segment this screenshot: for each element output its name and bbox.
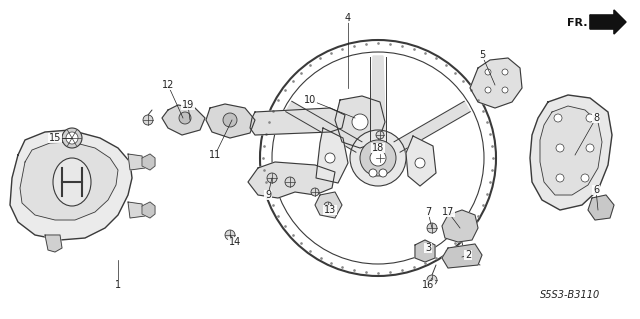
Polygon shape	[588, 195, 614, 220]
Polygon shape	[128, 202, 145, 218]
Circle shape	[586, 114, 594, 122]
Circle shape	[179, 112, 191, 124]
Text: 14: 14	[229, 237, 241, 247]
Circle shape	[502, 87, 508, 93]
Polygon shape	[248, 162, 335, 198]
Polygon shape	[590, 10, 626, 34]
Circle shape	[350, 130, 406, 186]
Polygon shape	[315, 192, 342, 218]
Polygon shape	[415, 240, 435, 262]
Polygon shape	[394, 101, 470, 152]
Circle shape	[311, 188, 319, 196]
Polygon shape	[316, 128, 348, 183]
Polygon shape	[142, 202, 155, 218]
Circle shape	[225, 230, 235, 240]
Circle shape	[415, 158, 425, 168]
Circle shape	[143, 115, 153, 125]
Circle shape	[370, 150, 386, 166]
Text: 1: 1	[115, 280, 121, 290]
Text: 8: 8	[593, 113, 599, 123]
Circle shape	[485, 69, 491, 75]
Circle shape	[376, 131, 384, 139]
Polygon shape	[162, 105, 205, 135]
Circle shape	[554, 114, 562, 122]
Circle shape	[285, 177, 295, 187]
Circle shape	[485, 87, 491, 93]
Polygon shape	[470, 58, 522, 108]
Polygon shape	[206, 104, 255, 138]
Text: FR.: FR.	[568, 18, 588, 28]
Circle shape	[223, 113, 237, 127]
Circle shape	[325, 153, 335, 163]
Circle shape	[556, 174, 564, 182]
Text: 19: 19	[182, 100, 194, 110]
Text: 6: 6	[593, 185, 599, 195]
Text: 18: 18	[372, 143, 384, 153]
Circle shape	[502, 69, 508, 75]
Text: 2: 2	[465, 250, 471, 260]
Text: 11: 11	[209, 150, 221, 160]
Circle shape	[267, 173, 277, 183]
Circle shape	[556, 144, 564, 152]
Circle shape	[66, 132, 78, 144]
Text: S5S3-B3110: S5S3-B3110	[540, 290, 600, 300]
Text: 13: 13	[324, 205, 336, 215]
Text: 15: 15	[49, 133, 61, 143]
Circle shape	[376, 154, 384, 162]
Text: 7: 7	[425, 207, 431, 217]
Polygon shape	[10, 130, 132, 240]
Circle shape	[62, 128, 82, 148]
Polygon shape	[442, 210, 478, 242]
Polygon shape	[250, 108, 345, 135]
Circle shape	[369, 169, 377, 177]
Text: 3: 3	[425, 243, 431, 253]
Text: 4: 4	[345, 13, 351, 23]
Polygon shape	[20, 142, 118, 220]
Text: 16: 16	[422, 280, 434, 290]
Circle shape	[352, 114, 368, 130]
Text: 5: 5	[479, 50, 485, 60]
Text: 17: 17	[442, 207, 454, 217]
Polygon shape	[128, 154, 145, 170]
Polygon shape	[540, 106, 602, 195]
Polygon shape	[45, 235, 62, 252]
Text: 10: 10	[304, 95, 316, 105]
Ellipse shape	[53, 158, 91, 206]
Polygon shape	[286, 101, 362, 152]
Circle shape	[586, 144, 594, 152]
Circle shape	[324, 202, 332, 210]
Text: 12: 12	[162, 80, 174, 90]
Polygon shape	[142, 154, 155, 170]
Polygon shape	[530, 95, 612, 210]
Circle shape	[360, 140, 396, 176]
Circle shape	[427, 223, 437, 233]
Circle shape	[581, 174, 589, 182]
Polygon shape	[370, 56, 386, 163]
Text: 9: 9	[265, 190, 271, 200]
Polygon shape	[442, 244, 482, 268]
Circle shape	[379, 169, 387, 177]
Polygon shape	[335, 96, 385, 148]
Circle shape	[427, 275, 437, 285]
Polygon shape	[406, 136, 436, 186]
